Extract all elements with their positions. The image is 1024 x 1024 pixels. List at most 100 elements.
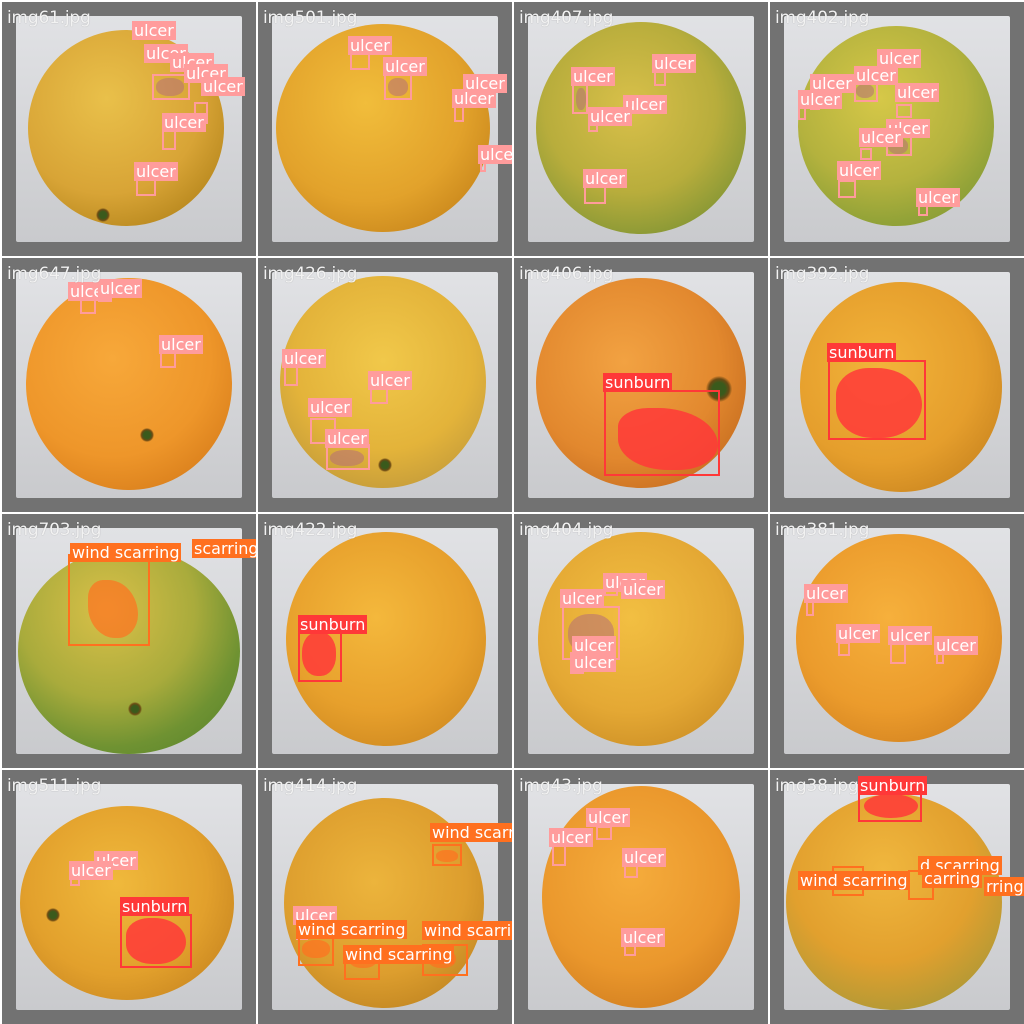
wind-scarring-label: scarring bbox=[192, 539, 256, 558]
tile-filename: img402.jpg bbox=[775, 8, 870, 28]
wind-scarring-label: wind scarring bbox=[422, 921, 512, 940]
fruit-stem bbox=[96, 208, 110, 222]
tile-filename: img407.jpg bbox=[519, 8, 614, 28]
ulcer-label: ulcer bbox=[282, 349, 326, 368]
ulcer-label: ulcer bbox=[325, 429, 369, 448]
ulcer-label: ulcer bbox=[804, 584, 848, 603]
ulcer-label: ulcer bbox=[837, 161, 881, 180]
fruit-photo bbox=[16, 272, 242, 498]
fruit-photo bbox=[528, 16, 754, 242]
fruit-photo bbox=[16, 528, 242, 754]
ulcer-box bbox=[384, 74, 412, 100]
ulcer-mask bbox=[576, 88, 586, 110]
wind-scarring-box bbox=[68, 554, 150, 646]
tile-filename: img38.jpg bbox=[775, 776, 859, 796]
sunburn-mask bbox=[836, 368, 922, 438]
ulcer-box bbox=[860, 148, 872, 160]
ulcer-box bbox=[838, 180, 856, 198]
ulcer-box bbox=[896, 104, 912, 118]
sunburn-label: sunburn bbox=[603, 373, 673, 392]
ulcer-label: ulcer bbox=[572, 636, 616, 655]
sunburn-box bbox=[298, 630, 342, 682]
ulcer-label: ulcer bbox=[348, 36, 392, 55]
ulcer-label: ulcer bbox=[888, 626, 932, 645]
tile-img407: ulcer ulcer ulcer ulcer ulcer img407.jpg bbox=[514, 2, 768, 256]
ulcer-box bbox=[552, 844, 566, 866]
fruit-photo bbox=[528, 784, 754, 1010]
ulcer-mask bbox=[156, 78, 184, 96]
tile-img43: ulcer ulcer ulcer ulcer img43.jpg bbox=[514, 770, 768, 1024]
wind-scarring-mask bbox=[436, 850, 458, 862]
fruit-stem bbox=[128, 702, 142, 716]
ulcer-label: ulcer bbox=[132, 21, 176, 40]
ulcer-label: ulcer bbox=[859, 128, 903, 147]
sunburn-label: sunburn bbox=[298, 615, 368, 634]
ulcer-label: ulcer bbox=[159, 335, 203, 354]
orange-fruit bbox=[276, 24, 490, 232]
ulcer-box bbox=[584, 186, 606, 204]
fruit-photo bbox=[16, 16, 242, 242]
fruit-stem bbox=[140, 428, 154, 442]
wind-scarring-label: wind scarring bbox=[296, 920, 408, 939]
wind-scarring-label: rring bbox=[984, 877, 1024, 896]
ulcer-label: ulcer bbox=[623, 95, 667, 114]
tile-filename: img426.jpg bbox=[263, 264, 358, 284]
ulcer-label: ulcer bbox=[588, 107, 632, 126]
tile-img402: ulcer ulcer ulcer ulcer ulcer ulcer ulce… bbox=[770, 2, 1024, 256]
ulcer-box bbox=[160, 352, 176, 368]
ulcer-label: ulcer bbox=[621, 928, 665, 947]
ulcer-label: ulcer bbox=[622, 848, 666, 867]
orange-fruit bbox=[536, 22, 746, 234]
sunburn-box bbox=[120, 914, 192, 968]
wind-scarring-label: wind scarring bbox=[430, 823, 512, 842]
sunburn-mask bbox=[864, 794, 918, 818]
ulcer-box bbox=[890, 642, 906, 664]
ulcer-box bbox=[854, 82, 878, 102]
ulcer-label: ulcer bbox=[560, 589, 604, 608]
ulcer-label: ulcer bbox=[308, 398, 352, 417]
sunburn-mask bbox=[302, 632, 336, 676]
ulcer-box bbox=[162, 130, 176, 150]
tile-filename: img703.jpg bbox=[7, 520, 102, 540]
fruit-photo bbox=[272, 784, 498, 1010]
tile-filename: img406.jpg bbox=[519, 264, 614, 284]
ulcer-label: ulcer bbox=[621, 580, 665, 599]
tile-img501: ulcer ulcer ulcer ulcer ulcer img501.jpg bbox=[258, 2, 512, 256]
tile-img426: ulcer ulcer ulcer ulcer img426.jpg bbox=[258, 258, 512, 512]
ulcer-label: ulcer bbox=[162, 113, 206, 132]
ulcer-label: ulcer bbox=[586, 808, 630, 827]
wind-scarring-box bbox=[432, 844, 462, 866]
tile-img647: ulcer ulcer ulcer img647.jpg bbox=[2, 258, 256, 512]
tile-filename: img392.jpg bbox=[775, 264, 870, 284]
ulcer-label: ulcer bbox=[854, 66, 898, 85]
tile-img414: wind scarring ulcer wind scarring wind s… bbox=[258, 770, 512, 1024]
fruit-photo bbox=[784, 784, 1010, 1010]
sunburn-label: sunburn bbox=[858, 776, 928, 795]
orange-fruit bbox=[542, 786, 740, 1008]
ulcer-mask bbox=[388, 78, 408, 96]
tile-img61: ulcer ulcer ulcer ulcer ulcer ulcer ulce… bbox=[2, 2, 256, 256]
ulcer-mask bbox=[856, 84, 874, 98]
ulcer-label: ulcer bbox=[478, 145, 512, 164]
fruit-stem bbox=[378, 458, 392, 472]
ulcer-label: ulcer bbox=[134, 162, 178, 181]
tile-filename: img422.jpg bbox=[263, 520, 358, 540]
ulcer-label: ulcer bbox=[549, 828, 593, 847]
tile-filename: img381.jpg bbox=[775, 520, 870, 540]
tile-filename: img511.jpg bbox=[7, 776, 102, 796]
ulcer-label: ulcer bbox=[810, 74, 854, 93]
tile-img406: sunburn img406.jpg bbox=[514, 258, 768, 512]
fruit-photo bbox=[272, 528, 498, 754]
fruit-stem bbox=[46, 908, 60, 922]
ulcer-label: ulcer bbox=[452, 89, 496, 108]
ulcer-box bbox=[838, 642, 850, 656]
sunburn-box bbox=[604, 390, 720, 476]
ulcer-label: ulcer bbox=[836, 624, 880, 643]
ulcer-label: ulcer bbox=[201, 77, 245, 96]
tile-filename: img414.jpg bbox=[263, 776, 358, 796]
tile-filename: img647.jpg bbox=[7, 264, 102, 284]
ulcer-label: ulcer bbox=[383, 57, 427, 76]
sunburn-box bbox=[828, 360, 926, 440]
wind-scarring-label: wind scarring bbox=[343, 945, 455, 964]
ulcer-box bbox=[572, 84, 588, 114]
